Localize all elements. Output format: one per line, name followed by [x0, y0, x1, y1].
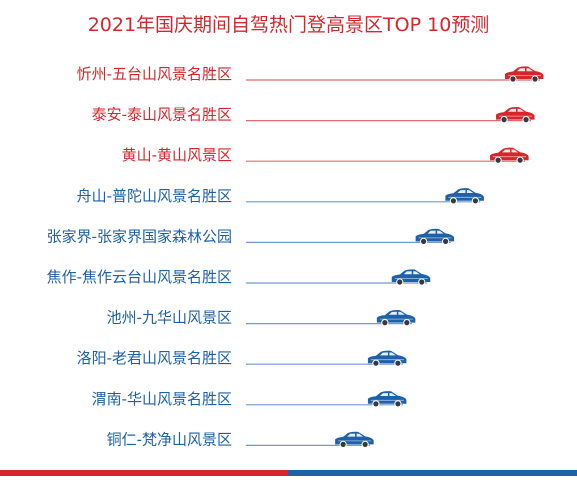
bottom-rule [0, 461, 577, 476]
category-label: 洛阳-老君山风景名胜区 [77, 349, 232, 367]
bar-car-icon [415, 228, 455, 245]
category-label: 泰安-泰山风景名胜区 [92, 106, 232, 124]
chart-row: 张家界-张家界国家森林公园 [47, 227, 455, 245]
category-label: 忻州-五台山风景名胜区 [77, 65, 232, 83]
bar-car-icon [445, 188, 484, 205]
bar-car-icon [367, 391, 407, 408]
bottom-rule-blue [288, 470, 577, 476]
chart-row: 焦作-焦作云台山风景名胜区 [47, 268, 431, 286]
chart-row: 洛阳-老君山风景名胜区 [77, 349, 407, 367]
bottom-rule-red [0, 470, 288, 476]
chart-row: 铜仁-梵净山风景区 [107, 430, 374, 448]
chart-row: 忻州-五台山风景名胜区 [77, 65, 544, 83]
chart-rows: 忻州-五台山风景名胜区泰安-泰山风景名胜区黄山-黄山风景区舟山-普陀山风景名胜区… [47, 65, 544, 448]
chart-row: 渭南-华山风景名胜区 [92, 390, 407, 408]
bar-car-icon [367, 350, 407, 367]
bar-chart: 忻州-五台山风景名胜区泰安-泰山风景名胜区黄山-黄山风景区舟山-普陀山风景名胜区… [47, 65, 544, 448]
bar-car-icon [391, 269, 431, 286]
chart-title: 2021年国庆期间自驾热门登高景区TOP 10预测 [87, 14, 490, 36]
category-label: 舟山-普陀山风景名胜区 [77, 187, 232, 205]
category-label: 焦作-焦作云台山风景名胜区 [47, 268, 232, 286]
category-label: 张家界-张家界国家森林公园 [47, 227, 232, 245]
chart-row: 池州-九华山风景区 [107, 309, 416, 327]
bar-car-icon [505, 66, 544, 83]
chart-row: 舟山-普陀山风景名胜区 [77, 187, 484, 205]
bar-car-icon [376, 309, 416, 327]
bar-car-icon [496, 106, 535, 124]
chart-row: 泰安-泰山风景名胜区 [92, 106, 535, 124]
category-label: 铜仁-梵净山风景区 [107, 430, 232, 448]
bar-car-icon [490, 147, 529, 164]
category-label: 渭南-华山风景名胜区 [92, 390, 232, 408]
chart-row: 黄山-黄山风景区 [122, 146, 529, 164]
category-label: 黄山-黄山风景区 [122, 146, 232, 164]
category-label: 池州-九华山风景区 [107, 309, 232, 327]
bar-car-icon [335, 431, 374, 448]
